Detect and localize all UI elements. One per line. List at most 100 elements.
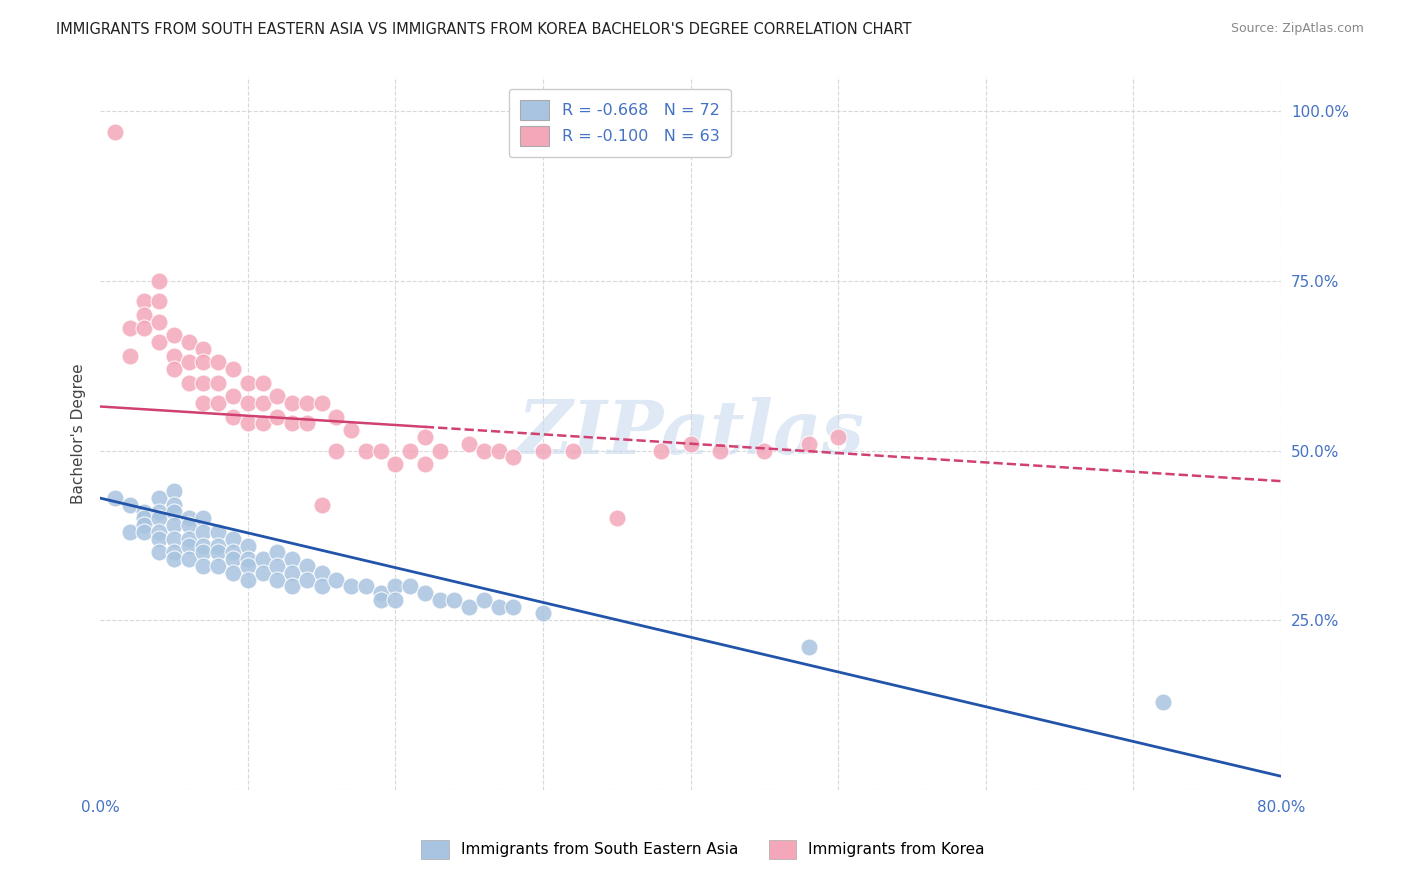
Point: [384, 457, 406, 471]
Point: [222, 532, 245, 546]
Point: [281, 579, 304, 593]
Point: [193, 511, 215, 525]
Point: [134, 321, 156, 335]
Point: [134, 524, 156, 539]
Point: [134, 511, 156, 525]
Point: [399, 443, 422, 458]
Point: [311, 566, 333, 580]
Point: [384, 592, 406, 607]
Point: [458, 599, 481, 614]
Point: [295, 558, 318, 573]
Point: [118, 321, 141, 335]
Point: [266, 545, 288, 559]
Point: [531, 443, 554, 458]
Point: [295, 417, 318, 431]
Point: [148, 294, 170, 309]
Point: [413, 430, 436, 444]
Text: ZIPatlas: ZIPatlas: [517, 398, 865, 470]
Point: [193, 545, 215, 559]
Point: [177, 532, 200, 546]
Point: [561, 443, 583, 458]
Point: [281, 396, 304, 410]
Point: [163, 328, 186, 343]
Point: [384, 579, 406, 593]
Point: [163, 532, 186, 546]
Point: [148, 545, 170, 559]
Point: [252, 552, 274, 566]
Point: [827, 430, 849, 444]
Point: [193, 342, 215, 356]
Point: [252, 376, 274, 390]
Point: [207, 396, 229, 410]
Point: [193, 355, 215, 369]
Point: [797, 437, 820, 451]
Point: [207, 545, 229, 559]
Point: [458, 437, 481, 451]
Point: [163, 518, 186, 533]
Point: [177, 511, 200, 525]
Point: [193, 558, 215, 573]
Point: [281, 552, 304, 566]
Point: [207, 558, 229, 573]
Point: [148, 511, 170, 525]
Point: [429, 592, 451, 607]
Point: [222, 552, 245, 566]
Point: [606, 511, 628, 525]
Point: [148, 315, 170, 329]
Legend: Immigrants from South Eastern Asia, Immigrants from Korea: Immigrants from South Eastern Asia, Immi…: [409, 828, 997, 871]
Point: [252, 396, 274, 410]
Point: [472, 443, 495, 458]
Point: [177, 355, 200, 369]
Point: [193, 376, 215, 390]
Point: [502, 599, 524, 614]
Point: [1152, 695, 1174, 709]
Point: [148, 505, 170, 519]
Point: [222, 566, 245, 580]
Point: [679, 437, 702, 451]
Point: [163, 362, 186, 376]
Point: [488, 443, 510, 458]
Point: [222, 389, 245, 403]
Point: [148, 334, 170, 349]
Point: [134, 505, 156, 519]
Point: [118, 349, 141, 363]
Point: [177, 539, 200, 553]
Point: [236, 539, 259, 553]
Point: [177, 376, 200, 390]
Point: [193, 524, 215, 539]
Point: [354, 443, 377, 458]
Point: [266, 573, 288, 587]
Point: [177, 334, 200, 349]
Point: [502, 450, 524, 465]
Point: [252, 417, 274, 431]
Point: [797, 640, 820, 655]
Point: [443, 592, 465, 607]
Text: Source: ZipAtlas.com: Source: ZipAtlas.com: [1230, 22, 1364, 36]
Point: [236, 558, 259, 573]
Point: [118, 524, 141, 539]
Y-axis label: Bachelor's Degree: Bachelor's Degree: [72, 363, 86, 504]
Point: [370, 592, 392, 607]
Point: [266, 558, 288, 573]
Point: [311, 498, 333, 512]
Point: [148, 532, 170, 546]
Point: [399, 579, 422, 593]
Point: [118, 498, 141, 512]
Point: [236, 417, 259, 431]
Point: [340, 579, 363, 593]
Point: [163, 505, 186, 519]
Point: [193, 539, 215, 553]
Point: [325, 409, 347, 424]
Point: [236, 552, 259, 566]
Point: [148, 274, 170, 288]
Point: [281, 417, 304, 431]
Point: [207, 355, 229, 369]
Point: [207, 539, 229, 553]
Point: [413, 586, 436, 600]
Point: [222, 362, 245, 376]
Point: [236, 376, 259, 390]
Point: [340, 423, 363, 437]
Point: [650, 443, 672, 458]
Point: [472, 592, 495, 607]
Point: [163, 484, 186, 499]
